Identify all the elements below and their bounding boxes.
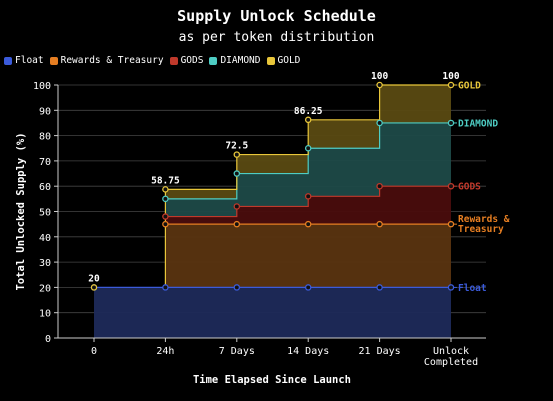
right-label: Float <box>458 283 487 294</box>
line-diamond <box>165 122 451 200</box>
line-gold <box>165 84 451 190</box>
y-tick-label: 100 <box>33 81 51 92</box>
point-gods <box>376 182 383 190</box>
total-label: 86.25 <box>294 106 323 117</box>
y-tick-label: 50 <box>39 208 51 219</box>
x-tick-label: 7 Days <box>219 346 255 357</box>
x-tick-label: Unlock <box>433 346 469 357</box>
y-tick-label: 30 <box>39 258 51 269</box>
y-tick-label: 40 <box>39 233 51 244</box>
chart-title: Supply Unlock Schedule <box>177 7 376 25</box>
y-tick-label: 70 <box>39 157 51 168</box>
point-float <box>304 284 312 291</box>
point-gods <box>233 203 241 210</box>
legend-item-1[interactable]: Rewards & Treasury <box>49 55 164 66</box>
right-label: GODS <box>458 182 481 193</box>
total-label: 72.5 <box>225 141 248 152</box>
area-float <box>94 287 451 338</box>
point-gold <box>304 116 312 124</box>
right-label: DIAMOND <box>458 118 498 129</box>
x-tick-label: Completed <box>424 357 478 368</box>
point-gold <box>233 151 241 158</box>
point-float <box>162 284 169 291</box>
point-gold <box>447 81 455 89</box>
right-label: Rewards & <box>458 214 510 225</box>
legend-item-4[interactable]: GOLD <box>266 55 301 66</box>
legend-label: Rewards & Treasury <box>60 55 164 66</box>
point-gold <box>162 186 169 193</box>
area-rewards-treasury <box>165 224 451 288</box>
point-float <box>376 284 383 291</box>
x-axis-title: Time Elapsed Since Launch <box>193 374 351 386</box>
total-label: 100 <box>442 71 459 82</box>
right-label: GOLD <box>458 81 481 92</box>
point-diamond <box>376 119 383 127</box>
legend-swatch <box>266 56 275 65</box>
point-diamond <box>233 170 241 177</box>
x-tick-label: 21 Days <box>359 346 401 357</box>
point-rewards-treasury <box>447 220 455 228</box>
y-tick-label: 20 <box>39 283 51 294</box>
total-label: 58.75 <box>151 175 180 186</box>
point-float <box>233 284 241 291</box>
legend-swatch <box>49 56 58 65</box>
y-tick-label: 60 <box>39 182 51 193</box>
legend-label: GODS <box>180 55 204 66</box>
point-gods <box>162 213 169 220</box>
point-total-start <box>90 284 98 291</box>
point-diamond <box>447 119 455 127</box>
point-diamond <box>304 144 312 152</box>
point-gods <box>304 193 312 200</box>
point-rewards-treasury <box>376 220 383 228</box>
point-float <box>447 284 455 291</box>
y-axis-title: Total Unlocked Supply (%) <box>15 132 27 290</box>
legend-label: DIAMOND <box>220 55 261 66</box>
point-rewards-treasury <box>162 220 169 228</box>
x-tick-label: 24h <box>156 346 174 357</box>
chart-subtitle: as per token distribution <box>178 30 375 45</box>
y-tick-label: 80 <box>39 132 51 143</box>
legend-item-3[interactable]: DIAMOND <box>209 55 261 66</box>
legend: Float Rewards & Treasury GODS DIAMOND GOLD <box>4 55 300 66</box>
legend-item-2[interactable]: GODS <box>169 55 204 66</box>
point-diamond <box>162 195 169 203</box>
total-label: 20 <box>88 273 100 284</box>
legend-swatch <box>4 56 12 65</box>
y-tick-label: 0 <box>45 334 51 345</box>
point-gods <box>447 182 455 190</box>
legend-item-0[interactable]: Float <box>4 55 44 66</box>
legend-swatch <box>169 56 178 65</box>
x-tick-label: 14 Days <box>287 346 329 357</box>
x-tick-label: 0 <box>91 346 97 357</box>
y-tick-label: 90 <box>39 106 51 117</box>
legend-label: Float <box>15 55 44 66</box>
legend-swatch <box>209 56 218 65</box>
point-gold <box>376 81 383 89</box>
point-rewards-treasury <box>233 220 241 228</box>
y-tick-label: 10 <box>39 309 51 320</box>
right-label: Treasury <box>458 224 504 235</box>
legend-label: GOLD <box>277 55 301 66</box>
point-rewards-treasury <box>304 220 312 228</box>
total-label: 100 <box>371 71 388 82</box>
